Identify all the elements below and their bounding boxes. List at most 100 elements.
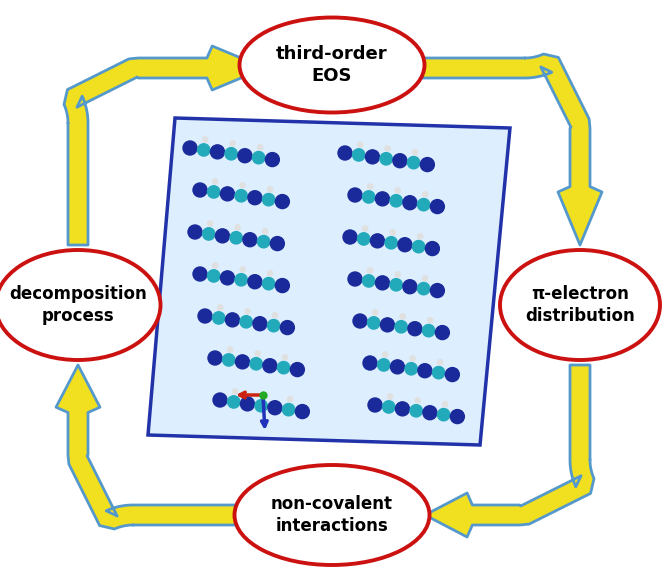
Circle shape [405,363,418,375]
Circle shape [353,149,365,161]
Text: non-covalent
interactions: non-covalent interactions [271,495,393,535]
Circle shape [390,279,402,291]
Circle shape [280,321,294,335]
Circle shape [212,312,225,324]
Circle shape [403,280,417,294]
Circle shape [295,405,309,419]
Circle shape [385,237,397,249]
Circle shape [398,238,412,252]
Ellipse shape [500,250,660,360]
Circle shape [193,267,207,281]
Ellipse shape [0,250,161,360]
Circle shape [230,231,242,244]
Circle shape [208,186,220,198]
Circle shape [382,352,388,357]
Circle shape [282,403,295,416]
Circle shape [358,233,370,245]
Circle shape [210,145,224,159]
Circle shape [255,351,260,356]
Circle shape [240,397,254,411]
Polygon shape [56,365,240,529]
Circle shape [236,355,250,369]
Circle shape [422,325,435,337]
Circle shape [403,196,417,210]
Circle shape [395,321,407,333]
Polygon shape [148,118,510,445]
Circle shape [232,389,238,394]
Circle shape [368,268,373,273]
Circle shape [430,199,444,213]
Circle shape [423,406,437,420]
Circle shape [268,271,273,276]
Text: decomposition
process: decomposition process [9,285,147,325]
Ellipse shape [240,17,424,113]
Circle shape [282,354,288,360]
Circle shape [262,278,275,290]
Circle shape [248,191,262,205]
Circle shape [215,229,230,243]
Circle shape [228,396,240,408]
Circle shape [260,393,266,398]
Circle shape [430,283,444,297]
Circle shape [436,325,450,339]
Circle shape [390,230,395,235]
Circle shape [412,150,418,155]
Circle shape [208,351,222,365]
Circle shape [243,233,257,247]
Polygon shape [390,54,602,245]
Circle shape [380,153,392,165]
Circle shape [240,315,252,328]
Circle shape [450,410,464,424]
Circle shape [357,142,363,147]
Circle shape [250,357,262,370]
Circle shape [418,283,430,295]
Circle shape [235,224,240,230]
Circle shape [418,364,432,378]
Circle shape [272,312,278,318]
Circle shape [258,236,270,248]
Circle shape [380,318,394,332]
Circle shape [363,275,375,287]
Circle shape [212,263,218,268]
Circle shape [438,409,450,421]
Circle shape [368,184,373,189]
Circle shape [375,276,390,290]
Circle shape [235,273,247,286]
Circle shape [363,226,368,231]
Text: third-order
EOS: third-order EOS [276,45,388,85]
Circle shape [432,367,445,379]
Circle shape [203,228,215,240]
Polygon shape [425,365,594,537]
Circle shape [343,230,357,244]
Circle shape [268,319,280,332]
Circle shape [410,356,415,361]
Circle shape [375,192,390,206]
Circle shape [252,152,265,164]
Circle shape [225,147,237,160]
Circle shape [408,156,420,169]
Circle shape [418,198,430,211]
Circle shape [238,149,252,163]
Circle shape [255,399,268,412]
Circle shape [218,305,223,310]
Circle shape [395,188,400,193]
Circle shape [382,401,395,413]
Circle shape [270,237,284,251]
Circle shape [183,141,197,155]
Circle shape [213,393,227,407]
Circle shape [212,179,218,184]
Circle shape [400,314,405,319]
Circle shape [266,153,280,167]
Circle shape [412,240,425,253]
Circle shape [222,354,235,366]
Circle shape [365,150,379,164]
Circle shape [338,146,352,160]
Circle shape [228,347,233,352]
Circle shape [220,187,234,201]
Circle shape [253,317,267,331]
Circle shape [230,141,235,146]
Circle shape [418,234,423,239]
Circle shape [426,241,440,255]
Circle shape [368,317,380,329]
Circle shape [363,191,375,203]
